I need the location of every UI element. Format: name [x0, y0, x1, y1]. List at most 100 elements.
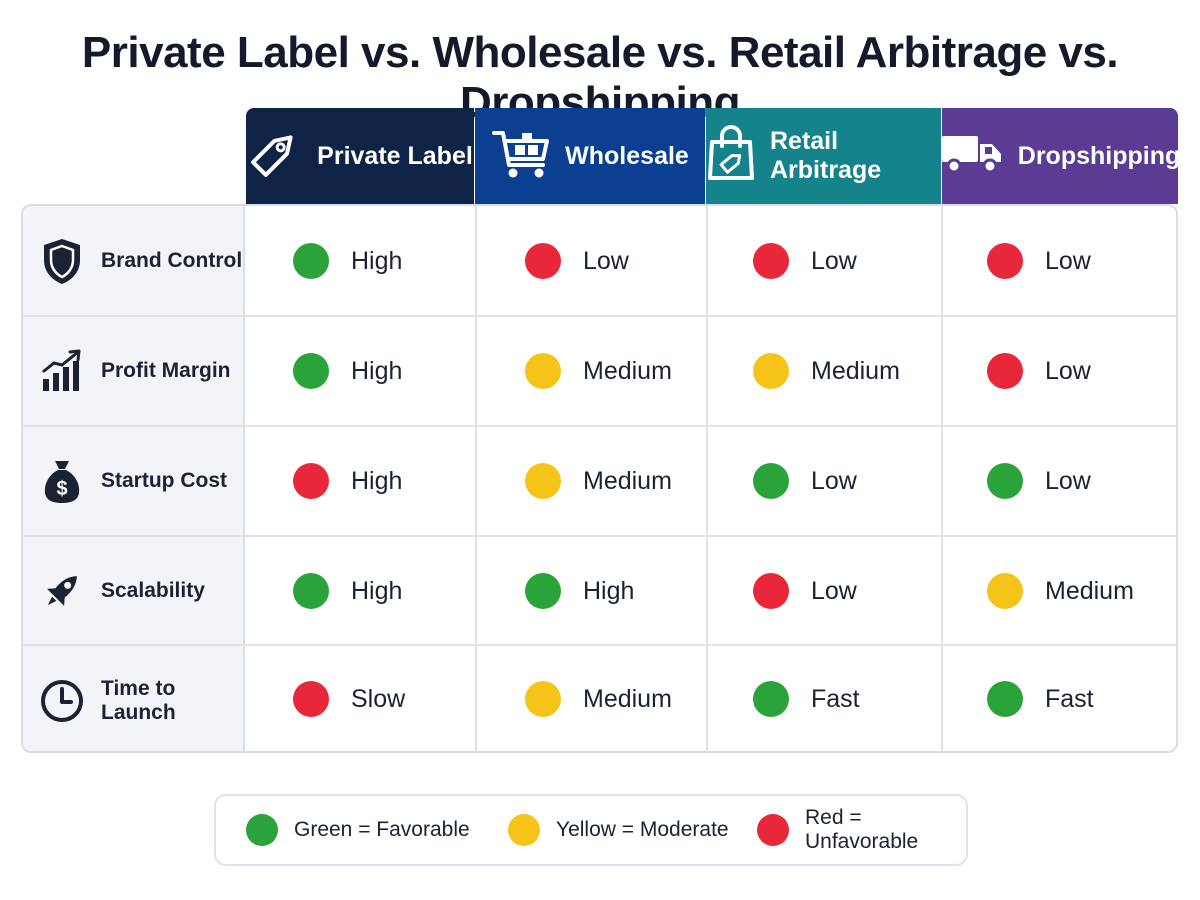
row-label-text: Time to Launch: [101, 677, 176, 724]
rating-cell: Medium: [525, 426, 672, 536]
rating-cell: High: [293, 536, 402, 646]
rating-cell: High: [293, 426, 402, 536]
rating-cell: Low: [987, 316, 1091, 426]
rating-text: Low: [811, 466, 857, 495]
row-label-text: Profit Margin: [101, 359, 231, 382]
row-divider: [23, 315, 1176, 317]
rating-text: High: [351, 466, 403, 495]
rating-dot: [525, 243, 561, 279]
rating-text: Low: [811, 246, 857, 275]
rating-cell: Low: [987, 426, 1091, 536]
row-label-brand-control: Brand Control: [23, 206, 245, 316]
shopping-cart-icon: [491, 125, 551, 188]
shopping-bag-icon: [706, 124, 756, 189]
column-header-wholesale: Wholesale: [475, 108, 705, 204]
rating-text: Medium: [583, 356, 672, 385]
column-header-label: Dropshipping: [1017, 141, 1181, 170]
rating-dot: [753, 463, 789, 499]
legend-dot: [508, 814, 540, 846]
clock-icon: [39, 678, 85, 724]
rating-dot: [987, 243, 1023, 279]
rating-text: High: [351, 356, 403, 385]
row-divider: [23, 644, 1176, 646]
rating-text: High: [351, 246, 403, 275]
legend-dot: [757, 814, 789, 846]
rating-text: Low: [1045, 356, 1091, 385]
column-header-private-label: Private Label: [246, 108, 474, 204]
rating-text: High: [351, 576, 403, 605]
rating-cell: Medium: [987, 536, 1134, 646]
column-header-label: Wholesale: [565, 141, 689, 170]
rocket-icon: [39, 568, 85, 614]
money-bag-icon: $: [39, 458, 85, 504]
rating-cell: Low: [753, 206, 857, 316]
row-label-text: Startup Cost: [101, 469, 227, 492]
rating-dot: [525, 681, 561, 717]
shield-icon: [39, 238, 85, 284]
row-label-text: Brand Control: [101, 249, 243, 272]
legend-label: Red = Unfavorable: [805, 806, 919, 853]
column-header-retail-arbitrage: Retail Arbitrage: [706, 108, 941, 204]
column-header-dropshipping: Dropshipping: [940, 108, 1181, 204]
rating-dot: [753, 573, 789, 609]
rating-cell: Low: [753, 426, 857, 536]
delivery-truck-icon: [940, 130, 1004, 183]
legend-dot: [246, 814, 278, 846]
rating-dot: [987, 573, 1023, 609]
legend-label: Green = Favorable: [294, 818, 470, 841]
row-label-text: Scalability: [101, 579, 205, 602]
column-divider: [941, 206, 943, 751]
rating-dot: [525, 573, 561, 609]
column-divider: [706, 206, 708, 751]
rating-dot: [753, 353, 789, 389]
svg-text:$: $: [56, 478, 67, 500]
rating-dot: [525, 353, 561, 389]
rating-cell: High: [293, 316, 402, 426]
rating-cell: High: [525, 536, 634, 646]
rating-dot: [293, 573, 329, 609]
row-label-startup-cost: $ Startup Cost: [23, 426, 245, 536]
rating-text: Medium: [583, 684, 672, 713]
rating-cell: High: [293, 206, 402, 316]
legend: Green = Favorable Yellow = Moderate Red …: [214, 794, 968, 866]
rating-text: Medium: [1045, 576, 1134, 605]
growth-chart-icon: [39, 348, 85, 394]
column-header-label: Retail Arbitrage: [770, 127, 882, 184]
rating-cell: Fast: [753, 644, 860, 754]
rating-text: Fast: [811, 684, 860, 713]
rating-cell: Low: [987, 206, 1091, 316]
row-label-time-to-launch: Time to Launch: [23, 646, 245, 756]
rating-cell: Medium: [525, 316, 672, 426]
rating-dot: [987, 681, 1023, 717]
legend-item-unfavorable: Red = Unfavorable: [757, 796, 966, 864]
price-tag-icon: [247, 125, 303, 188]
page-title: Private Label vs. Wholesale vs. Retail A…: [81, 28, 1119, 127]
rating-text: Slow: [351, 684, 406, 713]
rating-cell: Medium: [753, 316, 900, 426]
rating-text: Medium: [583, 466, 672, 495]
rating-text: Low: [583, 246, 629, 275]
rating-cell: Fast: [987, 644, 1094, 754]
rating-text: Low: [811, 576, 857, 605]
row-divider: [23, 425, 1176, 427]
row-label-scalability: Scalability: [23, 536, 245, 646]
rating-dot: [293, 353, 329, 389]
rating-text: Low: [1045, 246, 1091, 275]
rating-cell: Slow: [293, 644, 405, 754]
rating-dot: [293, 243, 329, 279]
rating-cell: Low: [525, 206, 629, 316]
rating-dot: [753, 681, 789, 717]
rating-dot: [525, 463, 561, 499]
rating-dot: [987, 353, 1023, 389]
rating-dot: [293, 463, 329, 499]
rating-dot: [293, 681, 329, 717]
rating-text: Fast: [1045, 684, 1094, 713]
rating-text: Medium: [811, 356, 900, 385]
column-divider: [475, 206, 477, 751]
column-header-label: Private Label: [317, 141, 473, 170]
legend-item-favorable: Green = Favorable: [246, 796, 470, 864]
rating-text: High: [583, 576, 635, 605]
row-label-profit-margin: Profit Margin: [23, 316, 245, 426]
rating-text: Low: [1045, 466, 1091, 495]
legend-label: Yellow = Moderate: [556, 818, 729, 841]
